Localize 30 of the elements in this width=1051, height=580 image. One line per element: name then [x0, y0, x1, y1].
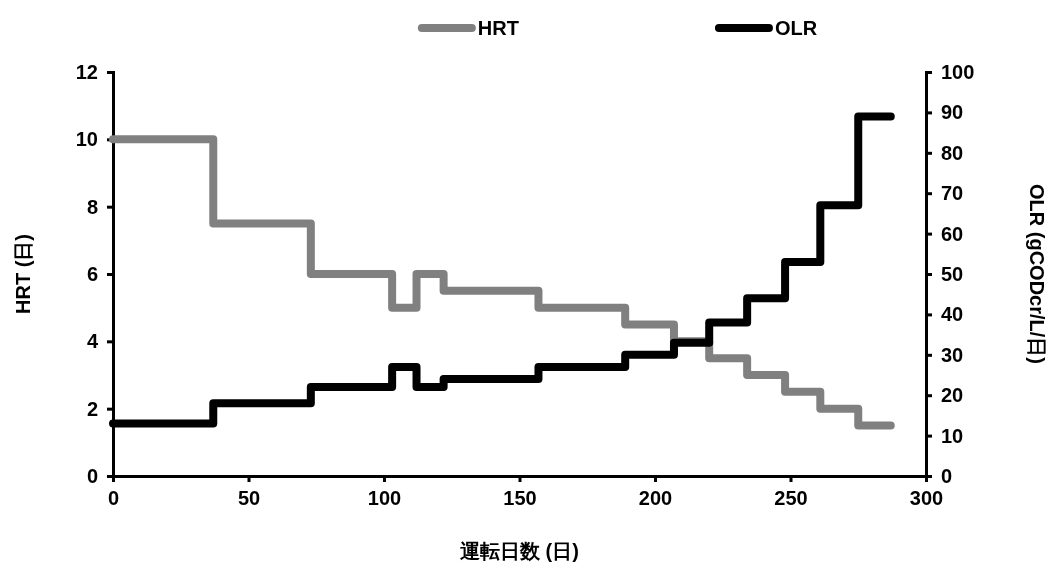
x-tick-label: 250: [774, 487, 808, 509]
y2-axis-title: OLR (gCODcr/L/日): [1026, 184, 1048, 364]
y2-tick-label: 0: [941, 464, 953, 487]
y2-tick-label: 30: [941, 343, 964, 366]
legend-label: OLR: [774, 17, 818, 39]
x-tick-label: 50: [237, 487, 261, 509]
y-axis-title: HRT (日): [12, 234, 34, 314]
y2-tick-label: 100: [941, 60, 975, 83]
y-tick-label: 10: [75, 128, 98, 151]
y-tick-label: 6: [86, 262, 98, 285]
y2-tick-label: 80: [941, 141, 964, 164]
x-tick-label: 0: [107, 487, 120, 509]
x-tick-label: 150: [503, 487, 537, 509]
y2-tick-label: 70: [941, 182, 964, 205]
y2-tick-label: 40: [941, 303, 964, 326]
x-axis-title: 運転日数 (日): [459, 540, 579, 562]
x-tick-label: 100: [367, 487, 402, 509]
y-tick-label: 2: [86, 397, 98, 420]
y2-tick-label: 10: [941, 424, 964, 447]
x-tick-label: 200: [638, 487, 673, 509]
y-tick-label: 12: [75, 60, 98, 83]
y-tick-label: 0: [86, 464, 98, 487]
y2-tick-label: 90: [941, 101, 964, 124]
legend-label: HRT: [477, 17, 519, 39]
y2-tick-label: 60: [941, 222, 964, 245]
y-tick-label: 4: [86, 330, 99, 353]
y2-tick-label: 50: [941, 262, 964, 285]
y-tick-label: 8: [86, 195, 98, 218]
x-tick-label: 300: [909, 487, 944, 509]
y2-tick-label: 20: [941, 384, 964, 407]
